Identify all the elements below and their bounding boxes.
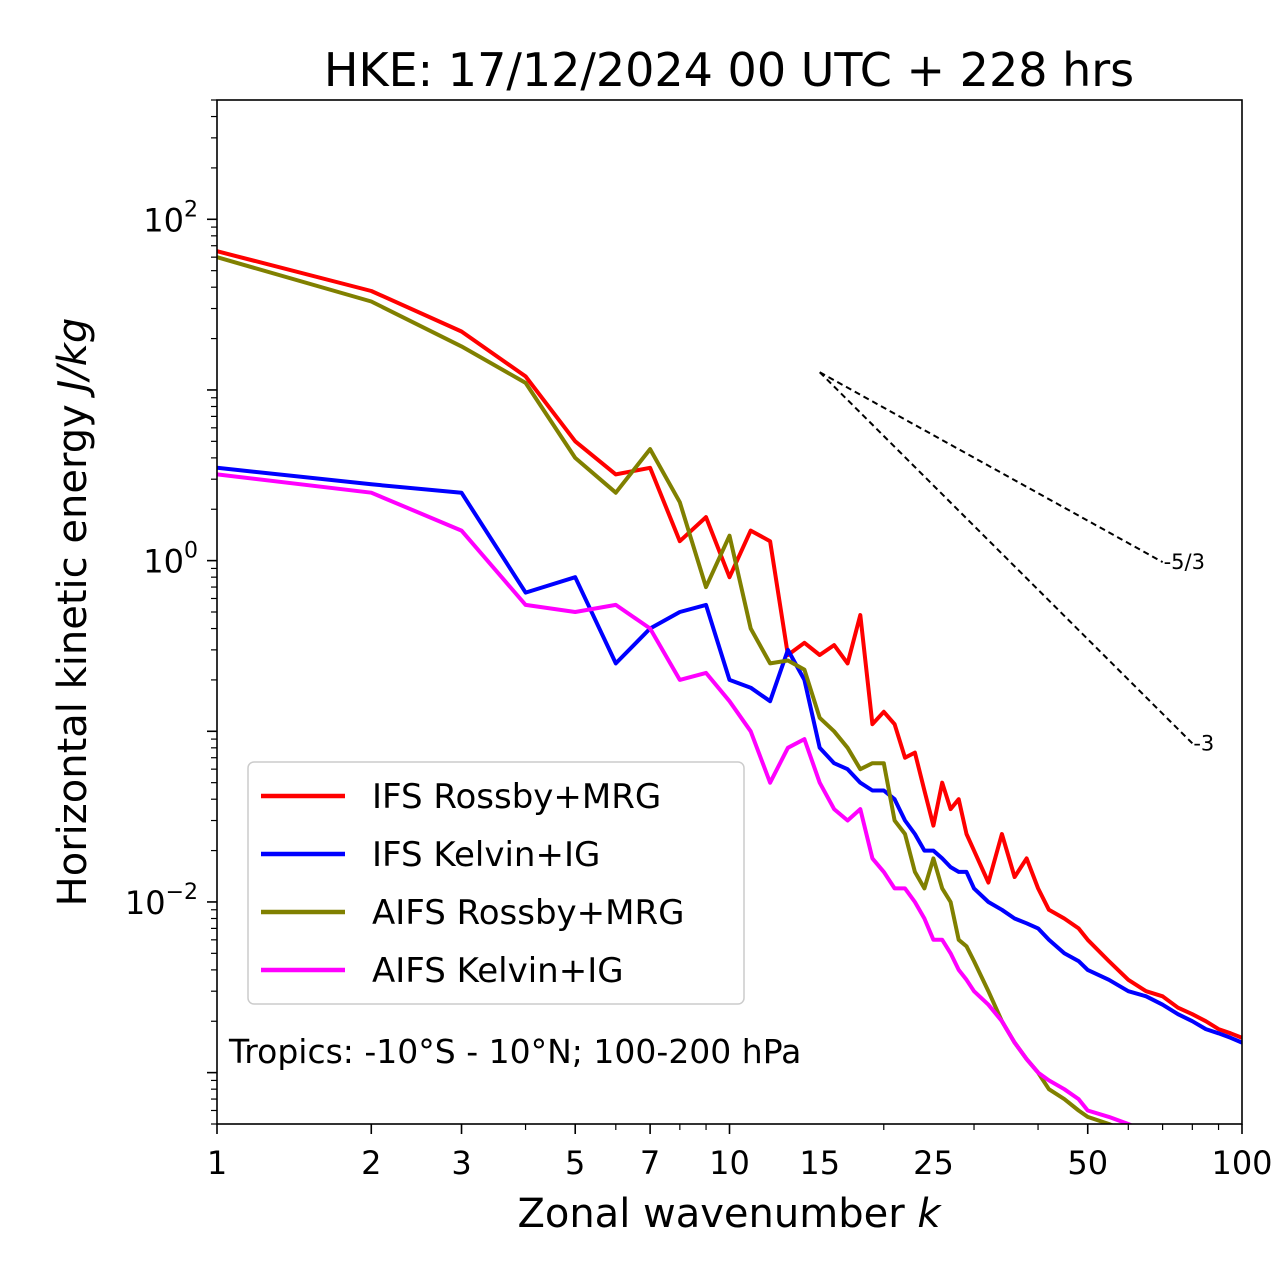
legend-label-2: IFS Kelvin+IG [372,835,600,875]
series-line-3 [217,255,1115,1124]
chart-title: HKE: 17/12/2024 00 UTC + 228 hrs [324,43,1134,97]
series-line-1 [217,249,1242,1040]
y-tick-label: 102 [143,197,198,239]
x-tick-label: 2 [361,1144,381,1182]
series-line-4 [217,472,1134,1124]
x-tick-label: 5 [565,1144,585,1182]
y-tick-label: 10−2 [125,880,198,922]
x-axis-label: Zonal wavenumber k [517,1191,942,1237]
reference-line-label-2: -3 [1193,731,1214,755]
y-tick-label: 100 [143,539,198,581]
reference-line-label-1: -5/3 [1164,550,1205,574]
y-axis-ticks: 10−2 100 102 [125,99,217,1125]
x-axis-label-text: Zonal wavenumber [517,1191,905,1237]
x-tick-label: 1 [207,1144,227,1182]
reference-slope-lines: -5/3 -3 [819,371,1214,755]
legend: IFS Rossby+MRG IFS Kelvin+IG AIFS Rossby+M… [247,761,745,1005]
legend-label-1: IFS Rossby+MRG [372,777,661,817]
reference-line-2 [819,371,1194,745]
region-annotation: Tropics: -10°S - 10°N; 100-200 hPa [228,1032,801,1071]
legend-label-3: AIFS Rossby+MRG [372,893,684,933]
series-line-2 [217,465,1242,1045]
x-tick-label: 100 [1211,1144,1272,1182]
y-axis-label-unit: J/kg [50,318,96,399]
x-tick-label: 50 [1067,1144,1108,1182]
x-axis-label-variable: k [917,1191,942,1237]
data-series [217,249,1242,1124]
y-axis-label-text: Horizontal kinetic energy [50,404,96,906]
x-axis-ticks: 1 2 3 5 7 10 15 25 50 100 [207,1124,1273,1182]
x-tick-label: 3 [451,1144,471,1182]
x-tick-label: 15 [799,1144,840,1182]
x-tick-label: 25 [913,1144,954,1182]
reference-line-1 [819,371,1164,563]
x-tick-label: 7 [640,1144,660,1182]
x-tick-label: 10 [709,1144,750,1182]
y-axis-label: Horizontal kinetic energy J/kg [50,318,96,907]
legend-label-4: AIFS Kelvin+IG [372,951,624,991]
legend-box [247,761,745,1005]
